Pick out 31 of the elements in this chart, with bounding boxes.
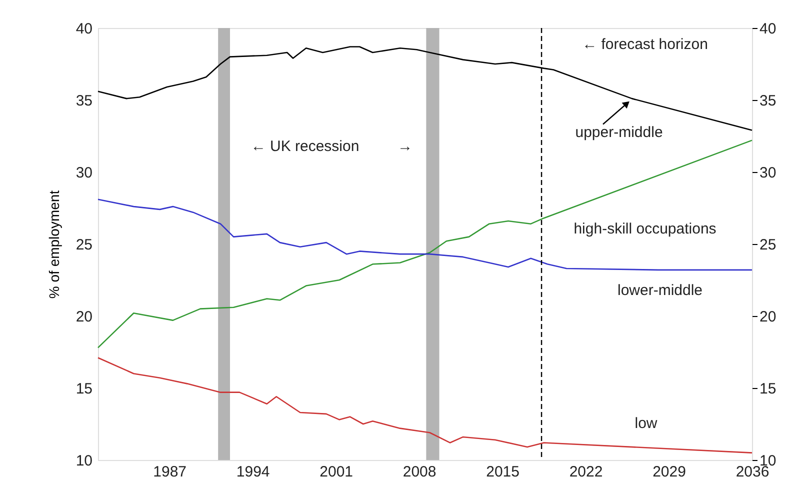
y2-tick-label: 15 — [760, 380, 776, 398]
y-tick-label: 20 — [76, 308, 92, 326]
y2-tick-label: 35 — [760, 92, 776, 110]
y-tick-label: 25 — [76, 236, 92, 254]
x-tick-label: 1987 — [153, 464, 187, 480]
x-tick-label: 2029 — [652, 464, 686, 480]
line-series — [97, 357, 753, 454]
line-series — [97, 140, 753, 348]
series-label: low — [634, 414, 658, 432]
y-tick-label: 30 — [76, 164, 92, 182]
y2-tick-label: 40 — [760, 20, 776, 38]
y-tick-label: 15 — [76, 380, 92, 398]
x-tick-label: 1994 — [236, 464, 270, 480]
x-tick-label: 2015 — [486, 464, 520, 480]
y2-tick-label: 30 — [760, 164, 776, 182]
y-tick-label: 10 — [76, 452, 92, 470]
annotation: → — [398, 138, 412, 155]
y-axis-title: % of employment — [46, 190, 62, 299]
y-tick-label: 35 — [76, 92, 92, 110]
y2-tick-label: 25 — [760, 236, 776, 254]
annotation: ← forecast horizon — [582, 36, 708, 53]
series-label: lower-middle — [617, 282, 703, 299]
x-tick-label: 2008 — [402, 464, 436, 480]
y2-tick-label: 20 — [760, 308, 776, 326]
annotation: ← UK recession — [250, 138, 360, 155]
line-series — [97, 198, 753, 271]
x-tick-label: 2022 — [569, 464, 603, 480]
legend-label: upper-middle — [575, 124, 663, 142]
y-tick-label: 40 — [76, 20, 92, 38]
x-tick-label: 2001 — [320, 464, 354, 480]
series-label: high-skill occupations — [574, 220, 716, 238]
